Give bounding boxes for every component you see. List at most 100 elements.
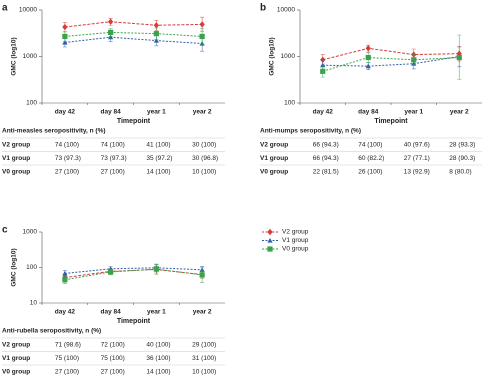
marker	[62, 23, 68, 31]
marker	[365, 45, 371, 52]
table-title: Anti-mumps seropositivity, n (%)	[260, 128, 361, 135]
table-row-label: V0 group	[2, 369, 30, 376]
series-line	[64, 31, 203, 37]
marker	[62, 39, 68, 45]
marker	[153, 22, 159, 29]
legend-marker	[267, 246, 273, 252]
table-cell: 74 (100)	[101, 142, 125, 149]
table-row-label: V2 group	[260, 142, 288, 149]
table-cell: 26 (100)	[358, 169, 382, 176]
marker	[62, 33, 68, 40]
y-axis-label: GMC (log10)	[11, 37, 18, 75]
table-cell: 75 (100)	[55, 355, 79, 362]
table-cell: 41 (100)	[146, 142, 170, 149]
y-tick-label: 1000	[23, 53, 38, 60]
series-line	[322, 57, 460, 72]
table-cell: 10 (100)	[192, 169, 216, 176]
x-tick-label: day 84	[101, 109, 122, 116]
marker	[456, 54, 462, 61]
x-tick-label: day 84	[101, 309, 122, 316]
x-tick-label: day 84	[358, 109, 379, 116]
table-cell: 13 (92.9)	[404, 169, 430, 176]
table-cell: 40 (100)	[146, 342, 170, 349]
table-cell: 27 (100)	[55, 169, 79, 176]
y-tick-label: 1000	[23, 229, 38, 236]
y-tick-label: 1000	[281, 53, 296, 60]
x-tick-label: year 2	[450, 109, 469, 116]
table-cell: 27 (100)	[101, 169, 125, 176]
panel-label: a	[2, 3, 8, 14]
marker	[108, 18, 114, 25]
marker	[108, 34, 114, 40]
marker	[320, 68, 326, 74]
table-cell: 27 (77.1)	[404, 155, 430, 162]
table-cell: 28 (93.3)	[449, 142, 475, 149]
x-tick-label: day 42	[55, 109, 76, 116]
x-tick-label: year 2	[193, 309, 212, 316]
marker	[108, 29, 114, 35]
y-tick-label: 100	[26, 100, 37, 107]
marker	[199, 21, 205, 28]
table-title: Anti-rubella seropositivity, n (%)	[2, 328, 101, 335]
series-line	[64, 267, 203, 274]
table-row-label: V0 group	[260, 169, 288, 176]
table-cell: 27 (100)	[55, 369, 79, 376]
marker	[199, 272, 205, 278]
table-row-label: V1 group	[2, 155, 30, 162]
panel-label: b	[260, 3, 266, 14]
table-cell: 8 (80.0)	[449, 169, 471, 176]
table-row-label: V1 group	[260, 155, 288, 162]
marker	[153, 37, 159, 43]
table-row-label: V2 group	[2, 142, 30, 149]
marker	[62, 277, 68, 283]
x-tick-label: year 1	[147, 309, 166, 316]
table-row-label: V0 group	[2, 169, 30, 176]
table-cell: 35 (97.2)	[146, 155, 172, 162]
x-axis-label: Timepoint	[117, 318, 151, 325]
table-cell: 72 (100)	[101, 342, 125, 349]
table-cell: 10 (100)	[192, 369, 216, 376]
marker	[365, 63, 371, 69]
legend-label: V1 group	[282, 237, 309, 244]
marker	[411, 57, 417, 63]
legend-marker	[267, 237, 273, 243]
table-cell: 66 (94.3)	[313, 142, 339, 149]
table-cell: 40 (97.6)	[404, 142, 430, 149]
marker	[320, 62, 326, 68]
series-line	[64, 36, 203, 45]
legend-label: V0 group	[282, 246, 309, 253]
table-cell: 74 (100)	[358, 142, 382, 149]
table-cell: 29 (100)	[192, 342, 216, 349]
y-tick-label: 10	[30, 300, 38, 307]
table-cell: 36 (100)	[146, 355, 170, 362]
table-cell: 22 (81.5)	[313, 169, 339, 176]
table-cell: 31 (100)	[192, 355, 216, 362]
legend-marker	[267, 228, 273, 236]
table-cell: 74 (100)	[55, 142, 79, 149]
marker	[365, 54, 371, 61]
x-tick-label: year 1	[404, 109, 423, 116]
marker	[108, 269, 114, 275]
table-cell: 73 (97.3)	[101, 155, 127, 162]
y-tick-label: 10000	[19, 7, 37, 14]
series-line	[64, 268, 203, 279]
series-line	[322, 56, 460, 67]
y-axis-label: GMC (log10)	[269, 37, 276, 75]
table-cell: 71 (98.6)	[55, 342, 81, 349]
table-cell: 73 (97.3)	[55, 155, 81, 162]
series-line	[64, 21, 203, 28]
table-cell: 14 (100)	[146, 369, 170, 376]
x-tick-label: day 42	[313, 109, 334, 116]
x-axis-label: Timepoint	[374, 118, 408, 125]
x-tick-label: year 1	[147, 109, 166, 116]
x-tick-label: year 2	[193, 109, 212, 116]
table-row-label: V1 group	[2, 355, 30, 362]
marker	[199, 33, 205, 40]
marker	[153, 266, 159, 272]
y-tick-label: 100	[26, 264, 37, 271]
table-title: Anti-measles seropositivity, n (%)	[2, 128, 106, 135]
table-row-label: V2 group	[2, 342, 30, 349]
series-line	[322, 47, 460, 61]
table-cell: 27 (100)	[101, 369, 125, 376]
marker	[62, 270, 68, 276]
